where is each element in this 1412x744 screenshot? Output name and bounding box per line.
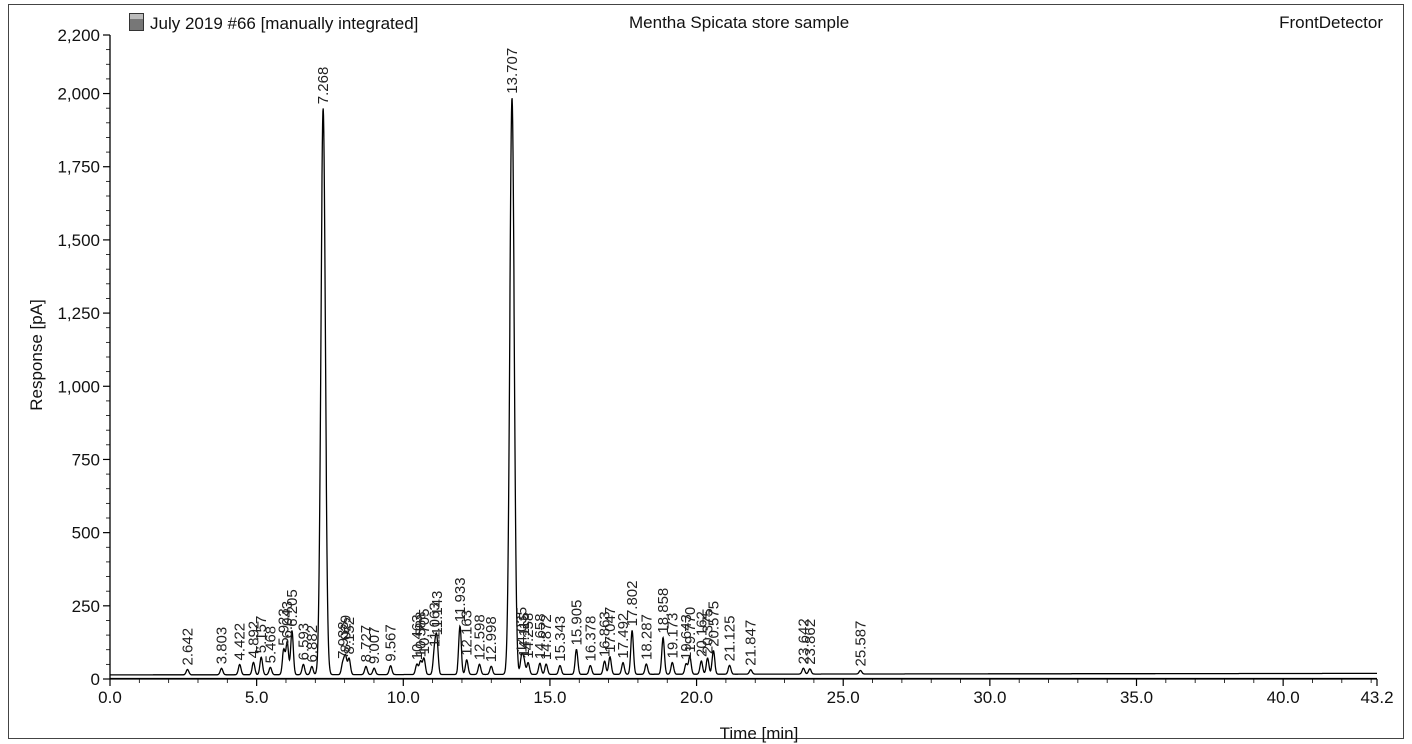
peak-label: 3.803 xyxy=(214,627,231,665)
y-tick-label: 2,200 xyxy=(57,26,100,45)
peak-label: 8.152 xyxy=(341,617,358,655)
sample-name: Mentha Spicata store sample xyxy=(629,13,850,32)
x-tick-label: 20.0 xyxy=(680,688,713,707)
y-tick-label: 750 xyxy=(72,450,100,469)
peak-label: 5.157 xyxy=(253,616,270,654)
peak-label: 13.707 xyxy=(504,48,521,94)
x-tick-label: 30.0 xyxy=(973,688,1006,707)
peak-label: 21.125 xyxy=(722,616,739,662)
chromatogram-trace xyxy=(110,98,1377,676)
peak-label: 17.047 xyxy=(602,607,619,653)
peak-label: 12.163 xyxy=(459,610,476,656)
peak-label: 7.938 xyxy=(335,621,352,659)
peak-label: 12.998 xyxy=(483,616,500,662)
peak-label: 16.863 xyxy=(597,611,614,657)
peak-label: 11.063 xyxy=(427,602,444,647)
x-tick-label: 10.0 xyxy=(387,688,420,707)
peak-label: 6.593 xyxy=(295,623,312,661)
chromatogram-title-text: July 2019 #66 [manually integrated] xyxy=(150,14,419,33)
peak-label: 8.727 xyxy=(358,625,375,663)
peak-label: 14.258 xyxy=(520,613,537,659)
peak-label: 20.375 xyxy=(700,608,717,654)
peak-label: 2.642 xyxy=(180,628,197,666)
peak-label: 10.588 xyxy=(413,612,430,658)
x-axis-label: Time [min] xyxy=(719,724,799,743)
y-tick-label: 1,500 xyxy=(57,231,100,250)
x-tick-label: 15.0 xyxy=(533,688,566,707)
peak-label: 19.173 xyxy=(664,613,681,659)
peak-label: 6.882 xyxy=(304,625,321,663)
x-tick-label: 25.0 xyxy=(827,688,860,707)
peak-label: 20.162 xyxy=(693,611,710,657)
y-tick-label: 2,000 xyxy=(57,85,100,104)
peak-label: 17.802 xyxy=(624,581,641,627)
x-tick-label: 43.2 xyxy=(1360,688,1393,707)
peak-label: 14.035 xyxy=(514,607,531,653)
peak-label: 15.343 xyxy=(552,616,569,662)
peak-label: 25.587 xyxy=(852,621,869,667)
peak-label: 4.422 xyxy=(232,623,249,661)
peak-label: 14.658 xyxy=(532,613,549,659)
peak-label: 10.705 xyxy=(416,609,433,655)
peak-label: 9.567 xyxy=(383,624,400,662)
y-tick-label: 1,250 xyxy=(57,304,100,323)
x-tick-label: 0.0 xyxy=(98,688,122,707)
peak-label: 10.463 xyxy=(409,614,426,660)
peak-label: 17.492 xyxy=(615,613,632,659)
detector-name: FrontDetector xyxy=(1279,13,1383,32)
chart-frame: July 2019 #66 [manually integrated] Ment… xyxy=(8,4,1404,743)
peak-label: 23.642 xyxy=(795,618,812,664)
x-tick-label: 35.0 xyxy=(1120,688,1153,707)
peak-label: 21.847 xyxy=(743,620,760,666)
file-icon xyxy=(129,13,144,31)
peak-label: 16.378 xyxy=(582,616,599,662)
y-tick-label: 0 xyxy=(91,670,100,689)
y-tick-label: 1,750 xyxy=(57,158,100,177)
x-tick-label: 40.0 xyxy=(1267,688,1300,707)
y-tick-label: 250 xyxy=(72,597,100,616)
peak-label: 6.043 xyxy=(279,601,296,639)
x-tick-label: 5.0 xyxy=(245,688,269,707)
y-tick-label: 500 xyxy=(72,524,100,543)
peak-label: 18.858 xyxy=(655,588,672,634)
peak-label: 14.872 xyxy=(538,614,555,660)
peak-label: 5.468 xyxy=(262,626,279,664)
peak-label: 7.268 xyxy=(315,67,332,105)
peak-label: 12.598 xyxy=(472,614,489,660)
peak-label: 11.143 xyxy=(429,591,446,636)
peak-label: 5.923 xyxy=(276,608,293,646)
chromatogram-plot: 0 250 500 750 1,000 1,250 1,500 1,750 2,000 2,200… xyxy=(57,26,1393,707)
y-tick-label: 1,000 xyxy=(57,377,100,396)
peak-label: 14.115 xyxy=(516,612,533,657)
peak-label: 6.205 xyxy=(284,589,301,627)
peak-label: 15.905 xyxy=(569,600,586,646)
peak-label: 18.287 xyxy=(638,614,655,660)
peak-label: 11.933 xyxy=(452,577,469,622)
peak-label: 8.029 xyxy=(338,615,355,653)
chromatogram-title: July 2019 #66 [manually integrated] xyxy=(129,13,418,34)
peak-label: 19.770 xyxy=(682,607,699,653)
peak-label: 20.575 xyxy=(705,601,722,647)
peak-label: 4.892 xyxy=(246,621,263,659)
peak-label: 9.007 xyxy=(366,627,383,665)
peak-label: 19.643 xyxy=(678,614,695,660)
peak-label: 23.862 xyxy=(802,619,819,665)
